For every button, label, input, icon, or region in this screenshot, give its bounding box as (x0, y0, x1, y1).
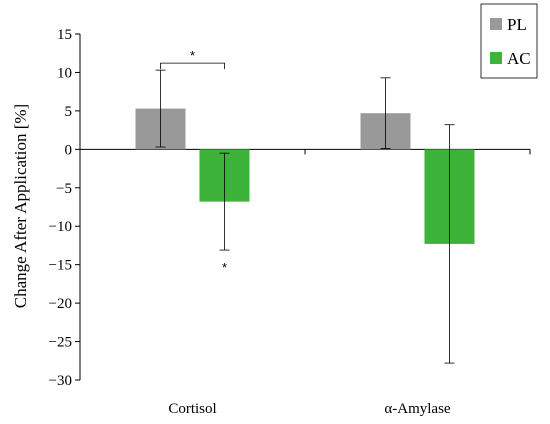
y-tick-label: −20 (49, 296, 72, 312)
plot-area: 15 10 5 0 −5 −10 −15 −20 −25 −30 Cortisol α-Amylase… (49, 3, 538, 417)
y-tick-label: 10 (57, 65, 72, 81)
y-tick-label: −15 (49, 258, 72, 274)
y-tick-label: −5 (56, 181, 72, 197)
legend-box (480, 3, 538, 79)
x-tick-label: Cortisol (168, 401, 216, 417)
legend-swatch-pl (490, 18, 502, 30)
legend-swatch-ac (490, 52, 502, 64)
y-tick-label: −25 (49, 335, 72, 351)
legend-label-ac: AC (507, 49, 531, 68)
y-axis-title: Change After Application [%] (11, 104, 30, 308)
y-tick-label: 15 (57, 27, 72, 43)
significance-marker: * (190, 48, 195, 63)
y-tick-label: −30 (49, 373, 72, 389)
y-tick-label: 5 (65, 104, 73, 120)
significance-bracket (160, 62, 225, 70)
y-tick-label: 0 (65, 142, 73, 158)
significance-marker: * (222, 260, 227, 275)
x-tick-label: α-Amylase (384, 401, 451, 417)
y-tick-label: −10 (49, 219, 72, 235)
legend-label-pl: PL (507, 15, 527, 34)
